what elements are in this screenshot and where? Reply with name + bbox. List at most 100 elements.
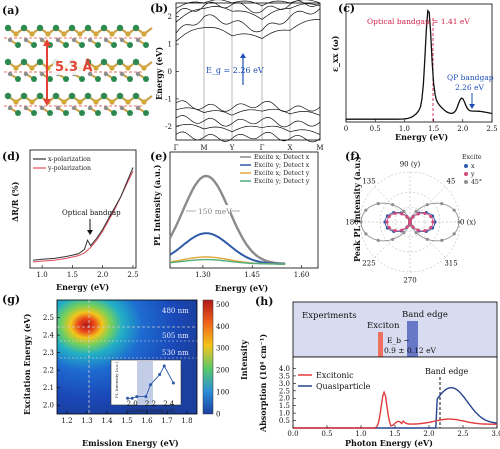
atom-gold	[29, 99, 35, 105]
colorbar-label: Intensity	[239, 340, 249, 380]
atom-green	[31, 110, 37, 116]
polar-curve-y-point	[429, 214, 433, 219]
kpoint-label: Γ	[260, 144, 265, 152]
band-edge-bar	[407, 321, 418, 357]
atom-green	[20, 58, 28, 66]
atom-grey	[119, 37, 125, 43]
inset-point	[126, 396, 130, 400]
panel-c-ylabel: ε_xx (ω)	[330, 35, 340, 72]
ytick-label: 0.5	[279, 417, 290, 425]
legend-entry: Excite x; Detect x	[254, 154, 310, 161]
atom-grey	[55, 37, 61, 43]
panel-c-xticks: 0 0.5 1.0 1.5 2.0 2.5	[344, 119, 498, 133]
atom-green	[31, 76, 37, 82]
atom-gold	[93, 31, 99, 37]
colorbar-ticks: 500 400 300 200 100 0	[216, 301, 229, 419]
atom-gold	[45, 31, 51, 37]
inset-xlabel: Excitation Energy (eV)	[127, 408, 176, 413]
atom-green	[132, 92, 140, 100]
pl-curve-excite-y-detect-y	[169, 258, 286, 265]
panel-b-label: (b)	[150, 2, 168, 15]
inset-point	[144, 395, 148, 399]
legend-quasiparticle: Quasiparticle	[316, 382, 371, 391]
polar-angle-label: 90 (y)	[400, 161, 421, 169]
colorbar-tick-label: 400	[216, 323, 229, 331]
panel-d-frame	[29, 149, 137, 269]
polar-curve-y-point	[429, 225, 433, 230]
panel-g: (g)	[2, 293, 249, 448]
inset-point	[130, 396, 134, 400]
ytick-label: 1	[168, 41, 172, 49]
panel-e-xticks: 1.30 1.45 1.60	[195, 265, 309, 279]
atom-green	[36, 92, 44, 100]
polar-curve-45-point	[364, 232, 368, 236]
kpoint-label: Y	[229, 144, 235, 152]
polar-curve-45-point	[457, 220, 461, 224]
ytick-label: 3.0	[279, 380, 290, 388]
panel-g-ylabel: Excitation Energy (eV)	[22, 313, 32, 415]
polar-curve-45-point	[391, 237, 395, 241]
inset-highlight	[137, 361, 153, 404]
panel-e-xlabel: Energy (eV)	[215, 283, 268, 293]
atom-green	[47, 76, 53, 82]
atom-gold	[13, 31, 19, 37]
polar-legend-y: y	[470, 171, 475, 178]
colorbar-tick-label: 0	[216, 411, 220, 419]
atom-green	[84, 24, 92, 32]
polar-curve-y-point	[411, 225, 415, 229]
atom-green	[52, 24, 60, 32]
atom-gold	[29, 31, 35, 37]
atom-grey	[135, 71, 141, 77]
xtick-label: 1.2	[61, 417, 72, 425]
atom-green	[79, 76, 85, 82]
atom-grey	[7, 71, 13, 77]
atom-green	[95, 76, 101, 82]
inset-ylabel: PL Intensity (a.u.)	[114, 361, 119, 398]
xtick-label: 2.0	[97, 271, 108, 279]
atom-gold	[125, 99, 131, 105]
polar-curve-y-point	[423, 229, 427, 233]
atom-green	[79, 110, 85, 116]
inset-point	[135, 395, 139, 399]
atom-green	[143, 110, 149, 116]
xtick-label: 1.5	[428, 125, 439, 133]
atom-green	[127, 110, 133, 116]
atom-green	[111, 76, 117, 82]
atom-grey	[119, 71, 125, 77]
panel-b-yticks: 2 1 0 -1 -2	[165, 13, 179, 131]
xtick-label: 1.30	[195, 271, 211, 279]
panel-b: (b) E_g = 2.26 eV Energy (eV) 2 1 0 -1 -2 Γ M…	[150, 0, 324, 152]
atom-green	[116, 58, 124, 66]
xtick-label: 2.5	[127, 271, 138, 279]
polar-curve-45-point	[376, 202, 380, 206]
atom-gold	[61, 31, 67, 37]
distance-arrow-head-top	[43, 39, 51, 46]
polar-curve-y-point	[405, 215, 409, 219]
polar-legend-title: Excite	[462, 154, 482, 161]
atom-green	[20, 24, 28, 32]
panel-e-ylabel: PL Intensity (a.u.)	[152, 164, 162, 246]
panel-h: (h) Experiments Exciton Band edge E_b ~ …	[255, 295, 500, 448]
atom-grey	[39, 37, 45, 43]
inset-point	[171, 381, 175, 385]
atom-green	[111, 110, 117, 116]
ytick-label: -1	[165, 95, 172, 103]
atom-grey	[103, 71, 109, 77]
legend-y-pol: y-polarization	[47, 165, 91, 172]
atom-green	[20, 92, 28, 100]
conduction-band	[175, 19, 321, 42]
atom-green	[36, 58, 44, 66]
xtick-label: 1.7	[161, 417, 172, 425]
atom-grey	[135, 105, 141, 111]
panel-c: (c) Optical bandgap = 1.41 eV QP bandgap…	[330, 2, 498, 142]
fwhm-label: 150 meV	[198, 207, 232, 216]
exciton-bar	[378, 332, 383, 357]
polar-curve-y-point	[393, 229, 397, 233]
atom-grey	[135, 37, 141, 43]
colorbar-tick-label: 300	[216, 345, 229, 353]
xtick-label: 1.4	[101, 417, 113, 425]
atom-grey	[7, 105, 13, 111]
gap-label: E_g = 2.26 eV	[206, 66, 264, 75]
wavelength-530: 530 nm	[162, 349, 189, 357]
